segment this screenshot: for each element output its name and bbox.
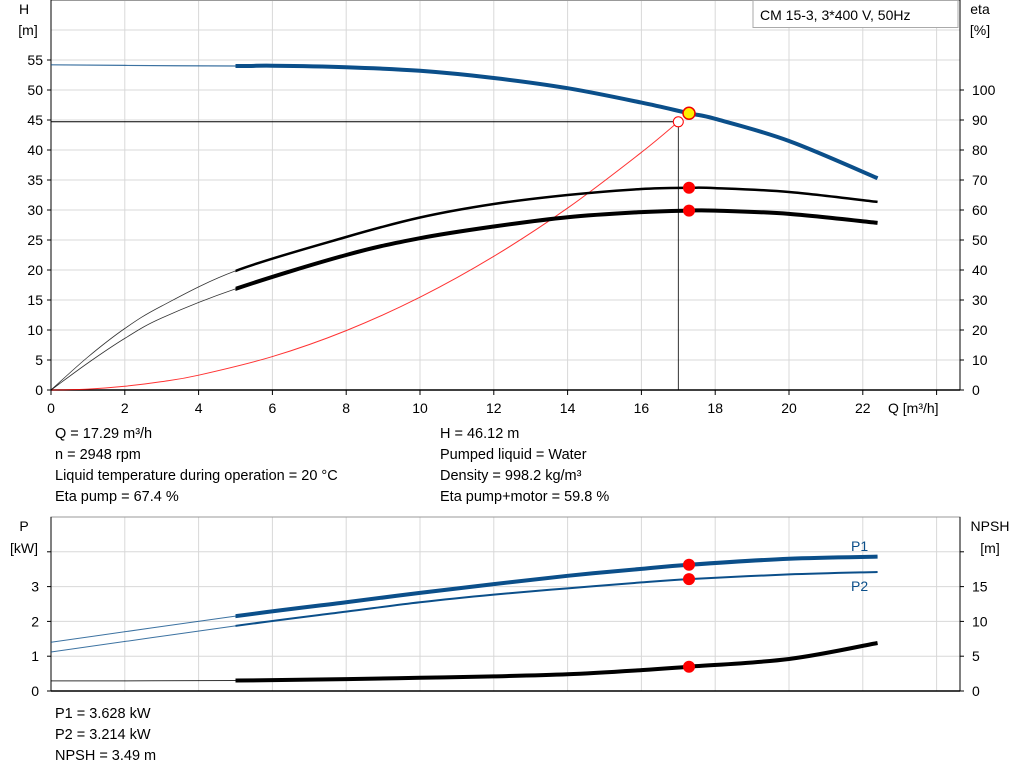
info-temp: Liquid temperature during operation = 20… <box>55 468 338 484</box>
info-top-left: Q = 17.29 m³/h n = 2948 rpm Liquid tempe… <box>55 424 338 508</box>
info-eta-pump-motor: Eta pump+motor = 59.8 % <box>440 489 610 505</box>
info-top-right: H = 46.12 m Pumped liquid = Water Densit… <box>440 424 609 508</box>
p2-curve-thin <box>50 571 878 653</box>
y-tick-label-left: 45 <box>27 112 43 128</box>
x-tick-label: 22 <box>855 400 871 416</box>
requested-point-marker <box>672 116 684 128</box>
y-tick-label-left: 40 <box>27 142 43 158</box>
x-tick-label: 14 <box>560 400 576 416</box>
y-tick-label-right: 50 <box>972 232 988 248</box>
y-tick-label-left: 20 <box>27 262 43 278</box>
y-label-right: NPSH <box>971 518 1010 534</box>
info-eta-pump: Eta pump = 67.4 % <box>55 489 179 505</box>
info-bottom: P1 = 3.628 kW P2 = 3.214 kW NPSH = 3.49 … <box>55 704 156 767</box>
legend-text: CM 15-3, 3*400 V, 50Hz <box>760 7 910 23</box>
head-curve <box>235 63 879 181</box>
eta-pump-motor-curve <box>235 208 878 292</box>
y-tick-label-right: 5 <box>972 648 980 664</box>
y-tick-label-right: 90 <box>972 112 988 128</box>
y-tick-label-left: 1 <box>31 648 39 664</box>
p1-curve <box>235 554 878 619</box>
y-tick-label-left: 3 <box>31 579 39 595</box>
bottom-grid <box>50 516 961 692</box>
y-tick-label-left: 2 <box>31 613 39 629</box>
y-label-right: eta <box>970 1 990 17</box>
info-n: n = 2948 rpm <box>55 447 141 463</box>
y-tick-label-right: 15 <box>972 579 988 595</box>
y-tick-label-left: 10 <box>27 322 43 338</box>
axis-labels: 0 2 4 6 8 10 12 14 16 18 20 22051015202530354045505… <box>10 1 1009 699</box>
y-tick-label-right: 0 <box>972 382 980 398</box>
npsh-curve <box>235 641 878 683</box>
info-q: Q = 17.29 m³/h <box>55 426 153 442</box>
x-axis-label: Q [m³/h] <box>888 400 939 416</box>
p1-curve-thin <box>50 556 878 643</box>
y-tick-label-right: 0 <box>972 683 980 699</box>
x-tick-label: 4 <box>195 400 203 416</box>
y-tick-label-left: 5 <box>35 352 43 368</box>
x-tick-label: 12 <box>486 400 502 416</box>
y-tick-label-right: 80 <box>972 142 988 158</box>
eta-pump-marker <box>683 181 696 194</box>
x-tick-label: 16 <box>634 400 650 416</box>
npsh-marker <box>683 660 696 673</box>
y-tick-label-right: 40 <box>972 262 988 278</box>
info-p1: P1 = 3.628 kW <box>55 706 151 722</box>
p2-curve <box>235 570 878 627</box>
system-curve-curve-thin <box>50 121 679 391</box>
y-tick-label-left: 0 <box>35 382 43 398</box>
y-label-left-unit: [m] <box>18 22 37 38</box>
y-tick-label-left: 25 <box>27 232 43 248</box>
y-tick-label-left: 30 <box>27 202 43 218</box>
y-tick-label-left: 0 <box>31 683 39 699</box>
p1-marker <box>683 558 696 571</box>
y-tick-label-left: 50 <box>27 82 43 98</box>
x-tick-label: 18 <box>707 400 723 416</box>
info-p2: P2 = 3.214 kW <box>55 727 151 743</box>
legend-box: CM 15-3, 3*400 V, 50Hz <box>752 0 959 28</box>
x-tick-label: 10 <box>412 400 428 416</box>
y-label-right-unit: [%] <box>970 22 990 38</box>
y-tick-label-left: 15 <box>27 292 43 308</box>
y-tick-label-left: 55 <box>27 52 43 68</box>
p2-series-label: P2 <box>851 578 868 594</box>
info-liquid: Pumped liquid = Water <box>440 447 587 463</box>
info-density: Density = 998.2 kg/m³ <box>440 468 582 484</box>
info-npsh: NPSH = 3.49 m <box>55 748 157 764</box>
x-tick-label: 2 <box>121 400 129 416</box>
y-tick-label-right: 20 <box>972 322 988 338</box>
y-label-left-unit: [kW] <box>10 540 38 556</box>
top-grid <box>50 0 961 391</box>
duty-point-marker <box>682 106 696 121</box>
x-tick-label: 8 <box>342 400 350 416</box>
y-tick-label-right: 30 <box>972 292 988 308</box>
x-tick-label: 6 <box>269 400 277 416</box>
y-label-left: P <box>19 518 28 534</box>
y-tick-label-right: 100 <box>972 82 996 98</box>
x-tick-label: 20 <box>781 400 797 416</box>
curves <box>50 63 879 683</box>
p2-marker <box>683 573 696 586</box>
y-label-left: H <box>19 1 29 17</box>
y-tick-label-left: 35 <box>27 172 43 188</box>
y-tick-label-right: 10 <box>972 613 988 629</box>
y-label-right-unit: [m] <box>980 540 999 556</box>
eta-pump-curve <box>235 186 878 273</box>
plot-frame <box>50 516 961 692</box>
p1-series-label: P1 <box>851 538 868 554</box>
y-tick-label-right: 70 <box>972 172 988 188</box>
info-h: H = 46.12 m <box>440 426 520 442</box>
x-tick-label: 0 <box>47 400 55 416</box>
y-tick-label-right: 10 <box>972 352 988 368</box>
eta-pump-motor-marker <box>683 204 696 217</box>
y-tick-label-right: 60 <box>972 202 988 218</box>
